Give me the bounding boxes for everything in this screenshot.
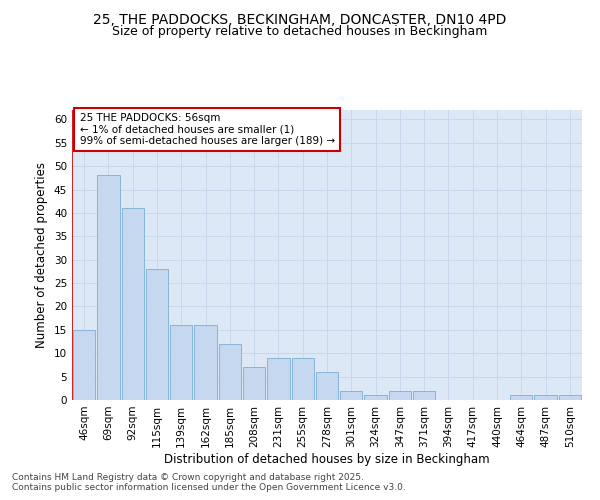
Y-axis label: Number of detached properties: Number of detached properties [35, 162, 49, 348]
Bar [364, 396, 387, 400]
Bar [243, 368, 265, 400]
Bar [194, 325, 217, 400]
Bar [292, 358, 314, 400]
Text: 25 THE PADDOCKS: 56sqm
← 1% of detached houses are smaller (1)
99% of semi-detac: 25 THE PADDOCKS: 56sqm ← 1% of detached … [80, 113, 335, 146]
Bar [267, 358, 290, 400]
Bar [316, 372, 338, 400]
Text: 25, THE PADDOCKS, BECKINGHAM, DONCASTER, DN10 4PD: 25, THE PADDOCKS, BECKINGHAM, DONCASTER,… [94, 12, 506, 26]
Text: Size of property relative to detached houses in Beckingham: Size of property relative to detached ho… [112, 25, 488, 38]
Bar [413, 390, 436, 400]
Bar [389, 390, 411, 400]
Bar [559, 396, 581, 400]
Text: Contains HM Land Registry data © Crown copyright and database right 2025.
Contai: Contains HM Land Registry data © Crown c… [12, 473, 406, 492]
Bar [535, 396, 557, 400]
Bar [170, 325, 193, 400]
Bar [510, 396, 532, 400]
Bar [340, 390, 362, 400]
Bar [146, 269, 168, 400]
Bar [122, 208, 144, 400]
Bar [218, 344, 241, 400]
Bar [97, 176, 119, 400]
Bar [73, 330, 95, 400]
X-axis label: Distribution of detached houses by size in Beckingham: Distribution of detached houses by size … [164, 452, 490, 466]
